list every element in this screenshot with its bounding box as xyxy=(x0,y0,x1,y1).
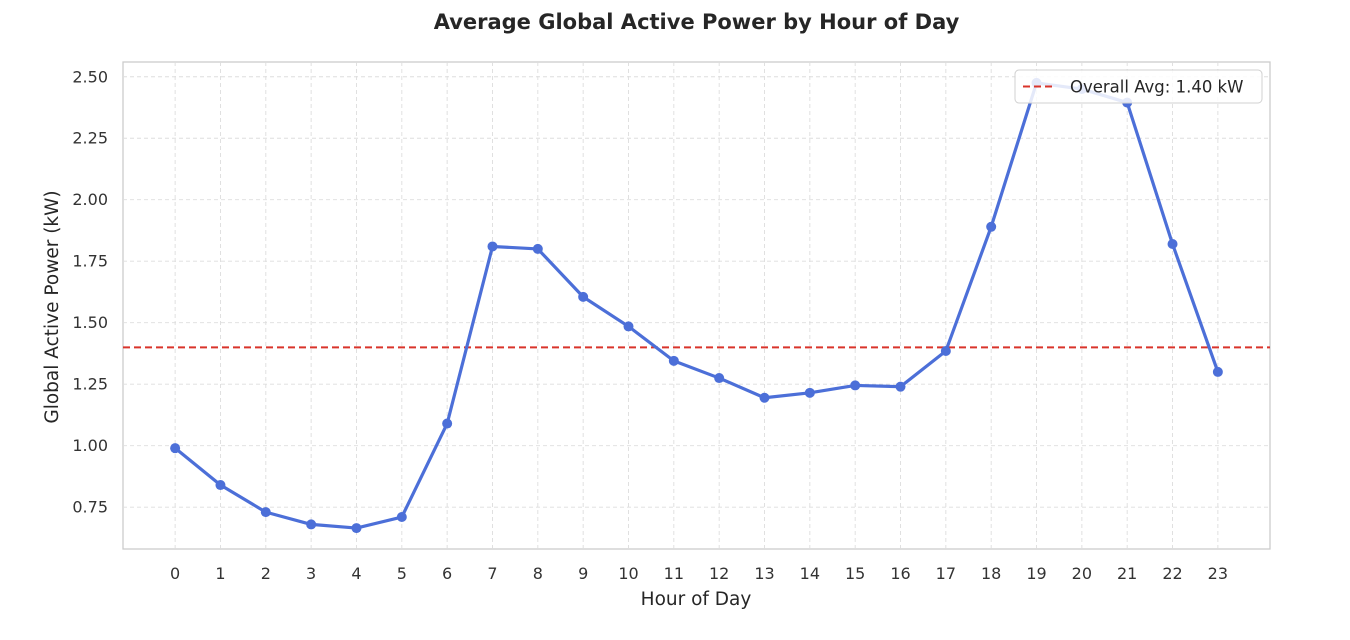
y-tick-label: 2.00 xyxy=(72,190,108,209)
data-point xyxy=(1212,366,1223,377)
data-point xyxy=(260,507,271,518)
y-axis-ticks: 0.75 1.00 1.25 1.50 1.75 2.00 2.25 2.50 xyxy=(72,67,108,516)
x-tick-label: 0 xyxy=(170,564,180,583)
x-axis-title: Hour of Day xyxy=(641,589,752,610)
y-tick-label: 1.50 xyxy=(72,313,108,332)
x-tick-label: 19 xyxy=(1026,564,1046,583)
x-tick-label: 16 xyxy=(890,564,910,583)
x-tick-label: 14 xyxy=(800,564,820,583)
chart-title: Average Global Active Power by Hour of D… xyxy=(433,10,960,34)
data-point xyxy=(850,380,861,391)
grid-lines xyxy=(123,62,1270,549)
y-axis-title: Global Active Power (kW) xyxy=(42,190,63,423)
x-tick-label: 1 xyxy=(215,564,225,583)
y-tick-label: 2.25 xyxy=(72,129,108,148)
data-point xyxy=(442,418,453,429)
data-point xyxy=(1167,239,1178,250)
data-point xyxy=(170,443,181,454)
x-tick-label: 20 xyxy=(1072,564,1092,583)
y-tick-label: 1.00 xyxy=(72,436,108,455)
data-point xyxy=(804,387,815,398)
x-tick-label: 8 xyxy=(533,564,543,583)
y-tick-label: 2.50 xyxy=(72,67,108,86)
legend-label: Overall Avg: 1.40 kW xyxy=(1070,78,1243,97)
x-tick-label: 4 xyxy=(351,564,361,583)
data-point xyxy=(759,392,770,403)
x-tick-label: 7 xyxy=(487,564,497,583)
data-point xyxy=(306,519,317,530)
x-tick-label: 21 xyxy=(1117,564,1137,583)
x-tick-label: 11 xyxy=(664,564,684,583)
x-tick-label: 10 xyxy=(618,564,638,583)
x-tick-label: 23 xyxy=(1208,564,1228,583)
y-tick-label: 1.25 xyxy=(72,375,108,394)
data-point xyxy=(487,241,498,252)
data-point xyxy=(623,321,634,332)
y-tick-label: 1.75 xyxy=(72,252,108,271)
x-tick-label: 18 xyxy=(981,564,1001,583)
data-point xyxy=(578,291,589,302)
data-point xyxy=(986,221,997,232)
x-tick-label: 6 xyxy=(442,564,452,583)
data-point xyxy=(895,381,906,392)
x-axis-ticks: 0 1 2 3 4 5 6 7 8 9 10 11 12 13 14 15 16 17 18 19 20 21 22 23 xyxy=(170,564,1228,583)
legend-box xyxy=(1014,69,1263,104)
x-tick-label: 22 xyxy=(1162,564,1182,583)
data-point xyxy=(940,346,951,357)
data-point xyxy=(351,523,362,534)
x-tick-label: 2 xyxy=(261,564,271,583)
data-point xyxy=(668,355,679,366)
x-tick-label: 17 xyxy=(936,564,956,583)
data-point xyxy=(215,480,226,491)
x-tick-label: 12 xyxy=(709,564,729,583)
data-point xyxy=(396,512,407,523)
x-tick-label: 13 xyxy=(754,564,774,583)
x-tick-label: 9 xyxy=(578,564,588,583)
x-tick-label: 15 xyxy=(845,564,865,583)
data-point xyxy=(532,243,543,254)
legend: Overall Avg: 1.40 kW xyxy=(1014,69,1263,104)
x-tick-label: 3 xyxy=(306,564,316,583)
plot-area xyxy=(122,61,1271,550)
x-tick-label: 5 xyxy=(397,564,407,583)
data-point xyxy=(714,373,725,384)
y-tick-label: 0.75 xyxy=(72,498,108,517)
